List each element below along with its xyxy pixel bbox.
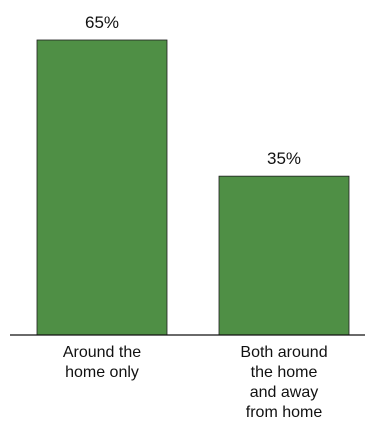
category-label-2-line-3: and away: [250, 384, 319, 401]
category-label-2-line-2: the home: [251, 364, 318, 381]
bar-2: [218, 175, 350, 336]
value-label-1: 65%: [85, 13, 119, 32]
value-label-2: 35%: [267, 149, 301, 168]
category-label-1-line-2: home only: [65, 364, 139, 381]
category-label-1-line-1: Around the: [63, 344, 141, 361]
bar-1: [36, 39, 168, 336]
category-label-2-line-4: from home: [246, 404, 323, 421]
category-label-2-line-1: Both around: [240, 344, 327, 361]
